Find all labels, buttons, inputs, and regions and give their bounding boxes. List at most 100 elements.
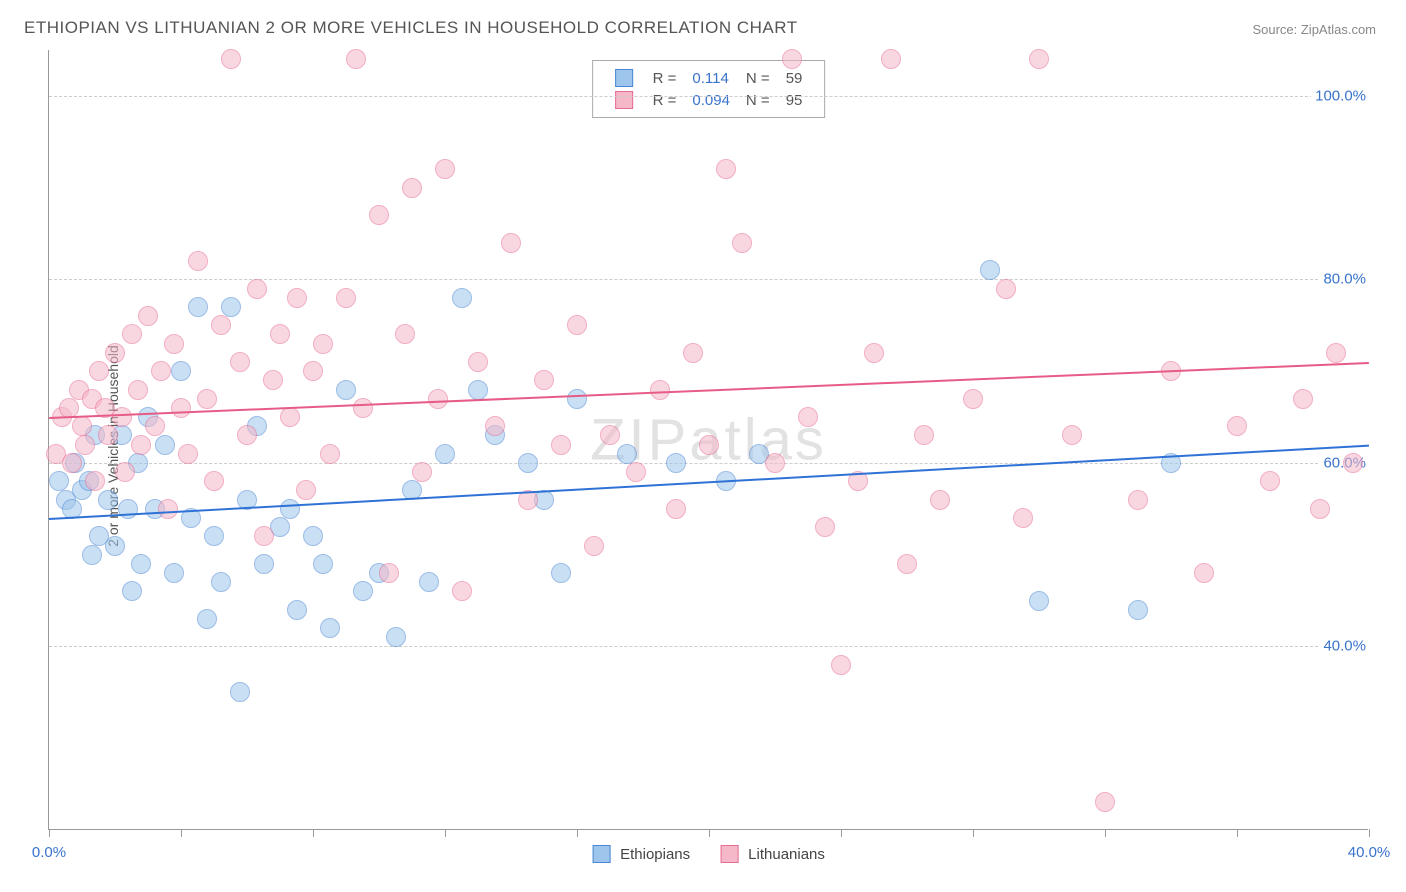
scatter-point-ethiopians bbox=[155, 435, 175, 455]
scatter-point-lithuanians bbox=[1128, 490, 1148, 510]
scatter-point-lithuanians bbox=[666, 499, 686, 519]
x-tick bbox=[1369, 829, 1370, 837]
scatter-point-ethiopians bbox=[1128, 600, 1148, 620]
x-tick bbox=[181, 829, 182, 837]
x-tick bbox=[709, 829, 710, 837]
scatter-point-lithuanians bbox=[732, 233, 752, 253]
y-tick-label: 100.0% bbox=[1311, 87, 1370, 104]
scatter-point-ethiopians bbox=[617, 444, 637, 464]
scatter-point-lithuanians bbox=[765, 453, 785, 473]
chart-source: Source: ZipAtlas.com bbox=[1252, 22, 1376, 37]
legend-row-ethiopians: R = 0.114 N = 59 bbox=[607, 67, 811, 89]
scatter-point-lithuanians bbox=[699, 435, 719, 455]
scatter-point-lithuanians bbox=[112, 407, 132, 427]
scatter-point-lithuanians bbox=[881, 49, 901, 69]
scatter-point-lithuanians bbox=[798, 407, 818, 427]
legend-series: Ethiopians Lithuanians bbox=[592, 845, 825, 863]
scatter-point-lithuanians bbox=[204, 471, 224, 491]
r-value-lithuanians: 0.094 bbox=[692, 92, 730, 109]
scatter-point-lithuanians bbox=[1095, 792, 1115, 812]
scatter-point-lithuanians bbox=[237, 425, 257, 445]
scatter-point-ethiopians bbox=[287, 600, 307, 620]
scatter-point-ethiopians bbox=[551, 563, 571, 583]
scatter-point-lithuanians bbox=[122, 324, 142, 344]
chart-container: ETHIOPIAN VS LITHUANIAN 2 OR MORE VEHICL… bbox=[0, 0, 1406, 892]
scatter-point-lithuanians bbox=[468, 352, 488, 372]
scatter-point-lithuanians bbox=[346, 49, 366, 69]
y-tick-label: 40.0% bbox=[1319, 638, 1370, 655]
scatter-point-lithuanians bbox=[313, 334, 333, 354]
scatter-point-ethiopians bbox=[122, 581, 142, 601]
legend-swatch-lithuanians bbox=[615, 91, 633, 109]
scatter-point-lithuanians bbox=[600, 425, 620, 445]
scatter-point-ethiopians bbox=[197, 609, 217, 629]
scatter-point-lithuanians bbox=[270, 324, 290, 344]
scatter-point-lithuanians bbox=[158, 499, 178, 519]
scatter-point-lithuanians bbox=[1293, 389, 1313, 409]
gridline-h bbox=[49, 646, 1368, 647]
x-tick bbox=[313, 829, 314, 837]
scatter-point-lithuanians bbox=[336, 288, 356, 308]
r-label: R = bbox=[653, 92, 677, 109]
scatter-point-ethiopians bbox=[131, 554, 151, 574]
scatter-point-lithuanians bbox=[115, 462, 135, 482]
scatter-point-lithuanians bbox=[1062, 425, 1082, 445]
scatter-point-lithuanians bbox=[1343, 453, 1363, 473]
scatter-point-lithuanians bbox=[131, 435, 151, 455]
scatter-point-lithuanians bbox=[930, 490, 950, 510]
x-tick-label: 0.0% bbox=[32, 844, 66, 861]
scatter-point-lithuanians bbox=[98, 425, 118, 445]
scatter-point-lithuanians bbox=[171, 398, 191, 418]
scatter-point-lithuanians bbox=[369, 205, 389, 225]
n-label: N = bbox=[746, 70, 770, 87]
x-tick-label: 40.0% bbox=[1348, 844, 1391, 861]
scatter-point-lithuanians bbox=[197, 389, 217, 409]
scatter-point-ethiopians bbox=[666, 453, 686, 473]
scatter-point-ethiopians bbox=[221, 297, 241, 317]
x-tick bbox=[973, 829, 974, 837]
legend-row-lithuanians: R = 0.094 N = 95 bbox=[607, 89, 811, 111]
scatter-point-lithuanians bbox=[897, 554, 917, 574]
scatter-point-lithuanians bbox=[353, 398, 373, 418]
scatter-point-lithuanians bbox=[287, 288, 307, 308]
legend-label-lithuanians: Lithuanians bbox=[748, 846, 825, 863]
scatter-point-ethiopians bbox=[980, 260, 1000, 280]
scatter-point-ethiopians bbox=[211, 572, 231, 592]
scatter-point-lithuanians bbox=[1194, 563, 1214, 583]
scatter-point-ethiopians bbox=[320, 618, 340, 638]
scatter-point-lithuanians bbox=[650, 380, 670, 400]
scatter-point-lithuanians bbox=[412, 462, 432, 482]
scatter-point-ethiopians bbox=[419, 572, 439, 592]
scatter-point-lithuanians bbox=[138, 306, 158, 326]
gridline-h bbox=[49, 96, 1368, 97]
scatter-point-lithuanians bbox=[1310, 499, 1330, 519]
scatter-point-lithuanians bbox=[1013, 508, 1033, 528]
scatter-point-lithuanians bbox=[584, 536, 604, 556]
scatter-point-lithuanians bbox=[72, 416, 92, 436]
scatter-point-lithuanians bbox=[145, 416, 165, 436]
x-tick bbox=[445, 829, 446, 837]
scatter-point-lithuanians bbox=[62, 453, 82, 473]
scatter-point-lithuanians bbox=[254, 526, 274, 546]
y-tick-label: 80.0% bbox=[1319, 271, 1370, 288]
scatter-point-lithuanians bbox=[221, 49, 241, 69]
scatter-point-ethiopians bbox=[171, 361, 191, 381]
scatter-point-ethiopians bbox=[49, 471, 69, 491]
n-value-lithuanians: 95 bbox=[786, 92, 803, 109]
scatter-point-lithuanians bbox=[435, 159, 455, 179]
trend-line-ethiopians bbox=[49, 445, 1369, 520]
scatter-point-ethiopians bbox=[518, 453, 538, 473]
scatter-point-lithuanians bbox=[296, 480, 316, 500]
scatter-point-ethiopians bbox=[353, 581, 373, 601]
scatter-point-lithuanians bbox=[716, 159, 736, 179]
x-tick bbox=[1237, 829, 1238, 837]
scatter-point-lithuanians bbox=[128, 380, 148, 400]
scatter-point-ethiopians bbox=[254, 554, 274, 574]
scatter-point-ethiopians bbox=[452, 288, 472, 308]
scatter-point-lithuanians bbox=[280, 407, 300, 427]
scatter-point-lithuanians bbox=[89, 361, 109, 381]
scatter-point-lithuanians bbox=[188, 251, 208, 271]
legend-label-ethiopians: Ethiopians bbox=[620, 846, 690, 863]
scatter-point-ethiopians bbox=[386, 627, 406, 647]
scatter-point-lithuanians bbox=[379, 563, 399, 583]
